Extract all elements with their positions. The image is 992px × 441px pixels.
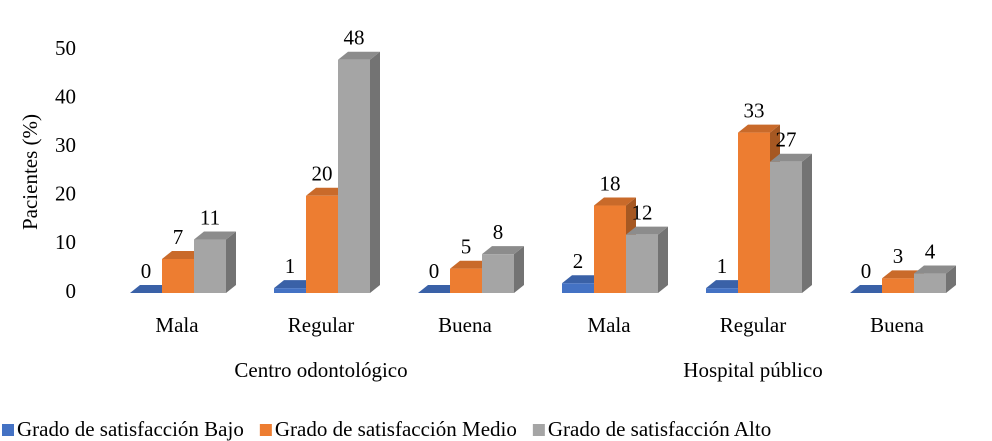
bar-top (770, 153, 812, 162)
bar-top (914, 265, 956, 274)
data-label: 0 (861, 259, 872, 283)
bar-top (882, 270, 924, 279)
group-label: Hospital público (683, 358, 822, 382)
bar-side (658, 226, 668, 293)
bar (706, 288, 738, 293)
group-label: Centro odontológico (234, 358, 407, 382)
data-label: 3 (893, 244, 904, 268)
bar-side (514, 246, 524, 293)
data-label: 27 (776, 128, 797, 152)
y-tick-label: 20 (55, 182, 76, 206)
data-label: 5 (461, 235, 472, 259)
bar-side (946, 265, 956, 293)
data-label: 12 (632, 200, 653, 224)
data-label: 4 (925, 239, 936, 263)
bar (914, 273, 946, 293)
legend-label: Grado de satisfacción Medio (275, 417, 517, 441)
bar-top (274, 280, 316, 289)
x-tick-label: Regular (288, 313, 354, 337)
bar-top (450, 260, 492, 269)
y-tick-label: 10 (55, 230, 76, 254)
data-label: 1 (285, 254, 296, 278)
bar-side (226, 231, 236, 293)
bar (882, 278, 914, 293)
data-label: 11 (200, 205, 220, 229)
bar-top (338, 51, 380, 60)
bar-top (706, 280, 748, 289)
legend-label: Grado de satisfacción Bajo (17, 417, 244, 441)
bar (450, 268, 482, 293)
data-label: 0 (429, 259, 440, 283)
bar (306, 195, 338, 293)
legend-swatch (259, 424, 272, 436)
bar-side (802, 153, 812, 293)
bar (274, 288, 306, 293)
bar (482, 254, 514, 293)
x-tick-label: Buena (870, 313, 924, 337)
data-label: 20 (312, 162, 333, 186)
bar-top (738, 124, 780, 133)
bar-top (418, 285, 460, 293)
bar-top (482, 246, 524, 255)
x-tick-label: Mala (587, 313, 631, 337)
y-axis-title: Pacientes (%) (18, 114, 42, 230)
data-label: 1 (717, 254, 728, 278)
data-label: 33 (744, 98, 765, 122)
bar (738, 132, 770, 293)
bar-top (306, 187, 348, 196)
data-label: 8 (493, 220, 504, 244)
bar (594, 205, 626, 293)
legend-swatch (2, 424, 14, 436)
data-label: 48 (344, 26, 365, 50)
bar-top (626, 226, 668, 235)
x-tick-label: Buena (438, 313, 492, 337)
x-tick-label: Mala (155, 313, 199, 337)
y-tick-label: 50 (55, 36, 76, 60)
bar (162, 258, 194, 293)
bar-top (130, 285, 172, 293)
bar (338, 59, 370, 293)
bar (194, 239, 226, 293)
y-tick-label: 0 (66, 279, 77, 303)
bar-side (370, 51, 380, 293)
data-label: 18 (600, 171, 621, 195)
bar-top (562, 275, 604, 284)
bar (770, 161, 802, 293)
x-tick-label: Regular (720, 313, 786, 337)
data-label: 0 (141, 259, 152, 283)
bar-top (850, 285, 892, 293)
legend-swatch (532, 424, 545, 436)
legend-label: Grado de satisfacción Alto (548, 417, 771, 441)
bar (562, 283, 594, 293)
bar-top (594, 197, 636, 206)
bar-top (194, 231, 236, 240)
y-tick-label: 40 (55, 84, 76, 108)
y-tick-label: 30 (55, 133, 76, 157)
bar (626, 234, 658, 293)
data-label: 7 (173, 225, 184, 249)
data-label: 2 (573, 249, 584, 273)
bar-top (162, 250, 204, 259)
